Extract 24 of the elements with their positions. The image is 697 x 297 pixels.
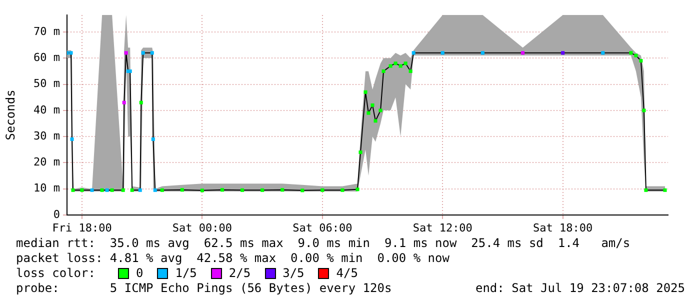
y-tick-label: 70 m [34,24,60,38]
legend-label: 1/5 [175,266,197,281]
y-tick-label: 60 m [34,50,60,64]
legend-label: 4/5 [336,266,358,281]
text: median rtt: 35.0 ms avg 62.5 ms max 9.0 ms min 9.1 ms now 25.4 ms sd 1.4 am/s [16,236,632,251]
x-tick-label: Sat 06:00 [292,221,352,234]
y-tick-label: 30 m [34,129,60,142]
x-tick-label: Sat 18:00 [533,221,593,234]
legend-label: 2/5 [228,266,251,281]
text: end: Sat Jul 19 23:07:08 2025 [475,281,685,296]
x-tick-label: Sat 00:00 [172,221,232,234]
y-axis-title: Seconds [3,90,18,140]
y-tick-label: 0 [53,208,60,221]
legend-label: 3/5 [282,266,304,281]
legend-title: loss color: [16,266,96,281]
y-tick-label: 40 m [34,103,60,116]
x-tick-label: Sat 12:00 [412,221,472,234]
legend-label: 0 [136,266,144,281]
text: probe: 5 ICMP Echo Pings (56 Bytes) every 120s [16,281,392,296]
y-tick-label: 50 m [34,77,60,90]
y-tick-label: 20 m [34,156,60,169]
text: packet loss: 4.81 % avg 42.58 % max 0.00 % min 0.00 % now [16,251,450,266]
x-tick-label: Fri 18:00 [52,221,112,234]
y-tick-label: 10 m [34,182,60,195]
